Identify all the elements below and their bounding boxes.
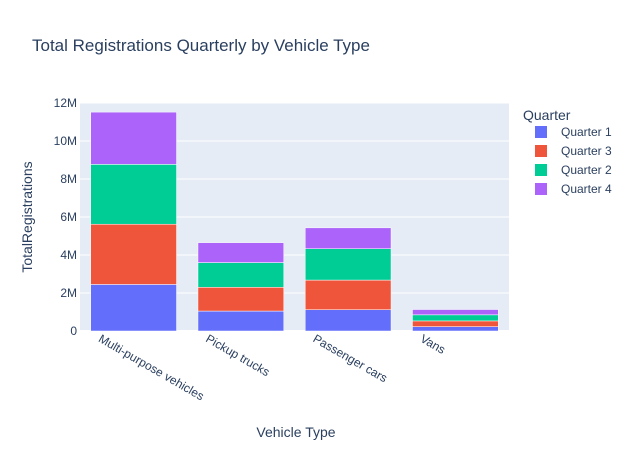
legend-swatch[interactable] (535, 164, 547, 176)
bar-segment[interactable] (197, 310, 285, 332)
legend[interactable]: Quarter Quarter 1 Quarter 3 Quarter 2 Quart… (523, 107, 612, 196)
bar-segment[interactable] (412, 309, 499, 316)
y-tick-label: 0 (70, 324, 77, 338)
y-axis-title: TotalRegistrations (19, 161, 35, 272)
x-tick-label: Vans (418, 331, 448, 356)
bar-segment[interactable] (197, 242, 285, 263)
legend-label[interactable]: Quarter 3 (561, 144, 612, 158)
legend-label[interactable]: Quarter 4 (561, 182, 612, 196)
bar-segment[interactable] (304, 279, 392, 310)
y-tick-label: 8M (60, 172, 77, 186)
legend-swatch[interactable] (535, 126, 547, 138)
y-tick-label: 10M (54, 134, 77, 148)
chart-title: Total Registrations Quarterly by Vehicle… (32, 36, 370, 55)
legend-label[interactable]: Quarter 2 (561, 163, 612, 177)
y-tick-label: 2M (60, 286, 77, 300)
bar-segment[interactable] (412, 314, 499, 322)
bar-segment[interactable] (90, 164, 177, 225)
bar-segment[interactable] (304, 248, 392, 281)
bar-segment[interactable] (412, 326, 499, 332)
bar-segment[interactable] (197, 262, 285, 288)
bars (90, 111, 499, 332)
legend-swatch[interactable] (535, 145, 547, 157)
bar-segment[interactable] (412, 320, 499, 327)
x-tick-label: Multi-purpose vehicles (96, 331, 206, 403)
bar-segment[interactable] (90, 284, 177, 332)
y-tick-label: 6M (60, 210, 77, 224)
bar-segment[interactable] (197, 287, 285, 312)
y-tick-label: 4M (60, 248, 77, 262)
y-tick-label: 12M (54, 96, 77, 110)
bar-segment[interactable] (90, 111, 177, 165)
x-axis-title: Vehicle Type (256, 424, 335, 440)
legend-swatch[interactable] (535, 183, 547, 195)
legend-label[interactable]: Quarter 1 (561, 125, 612, 139)
bar-segment[interactable] (304, 309, 392, 332)
legend-title: Quarter (523, 107, 571, 123)
x-tick-label: Passenger cars (311, 331, 390, 385)
bar-segment[interactable] (304, 227, 392, 249)
x-tick-label: Pickup trucks (203, 331, 272, 379)
bar-segment[interactable] (90, 223, 177, 285)
y-tick-labels: 0 2M 4M 6M 8M 10M 12M (54, 96, 78, 338)
